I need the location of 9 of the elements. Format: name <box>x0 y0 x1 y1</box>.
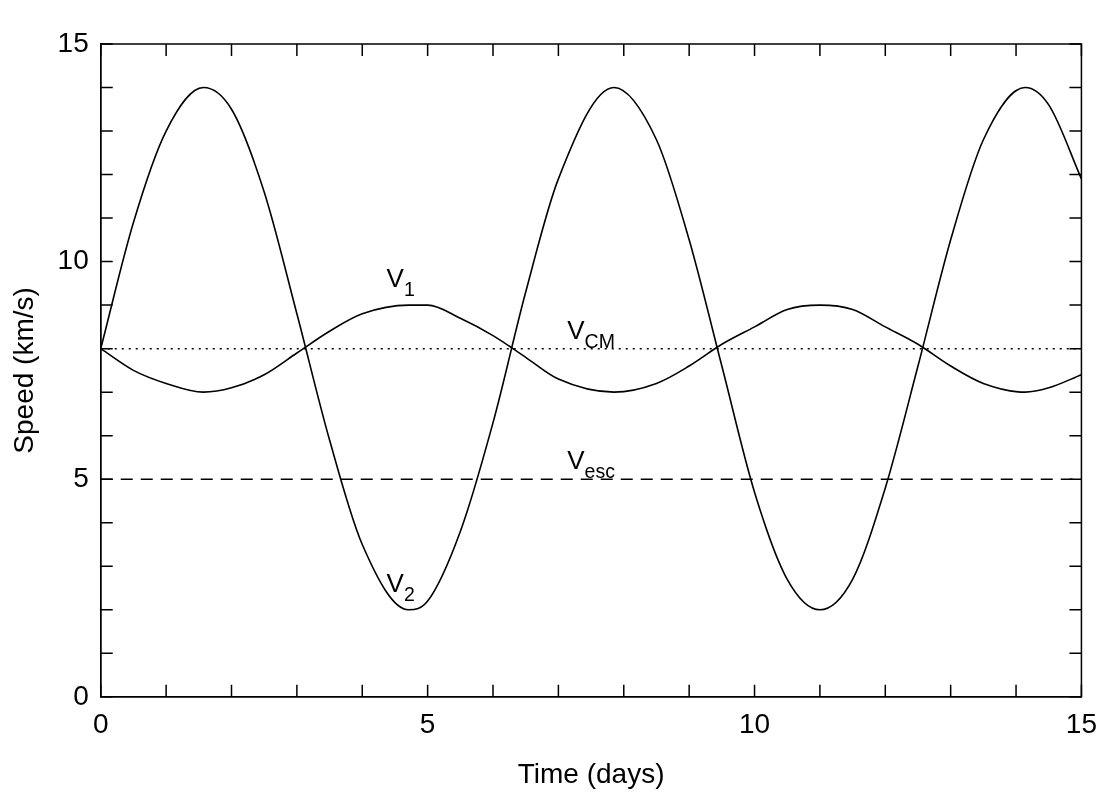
y-tick-label: 15 <box>57 26 89 58</box>
y-tick-label: 10 <box>57 244 89 276</box>
x-axis-title: Time (days) <box>517 757 665 789</box>
x-tick-label: 10 <box>738 708 771 740</box>
y-tick-label: 0 <box>73 679 89 711</box>
y-tick-label: 5 <box>73 461 89 493</box>
y-axis-title: Speed (km/s) <box>7 287 39 454</box>
x-tick-label: 15 <box>1065 708 1098 740</box>
x-tick-label: 5 <box>419 708 436 740</box>
